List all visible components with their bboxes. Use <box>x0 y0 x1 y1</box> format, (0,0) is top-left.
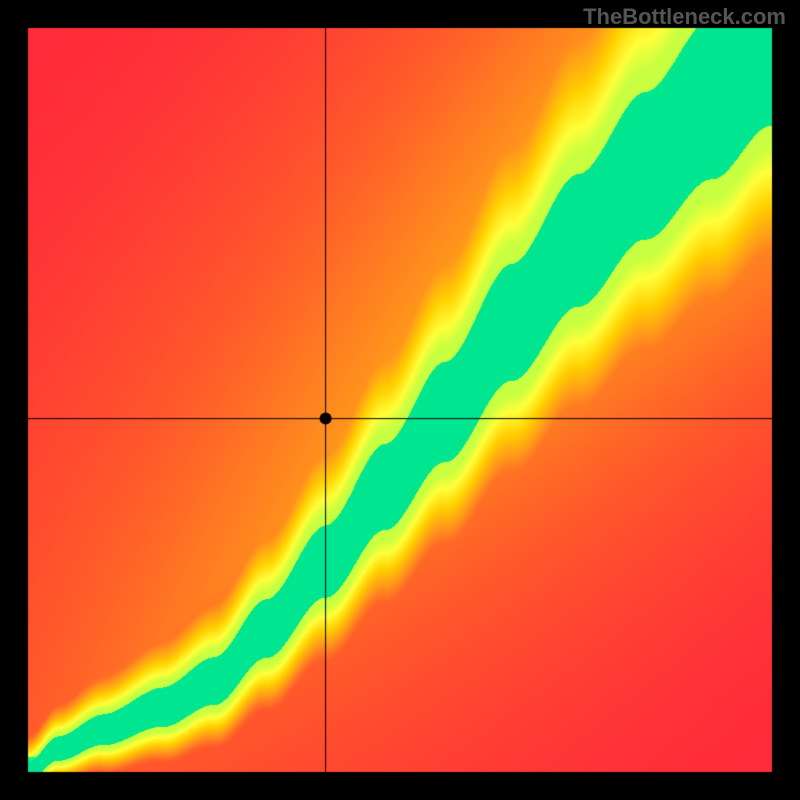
attribution-label: TheBottleneck.com <box>583 4 786 30</box>
heatmap-canvas <box>0 0 800 800</box>
chart-container: TheBottleneck.com <box>0 0 800 800</box>
